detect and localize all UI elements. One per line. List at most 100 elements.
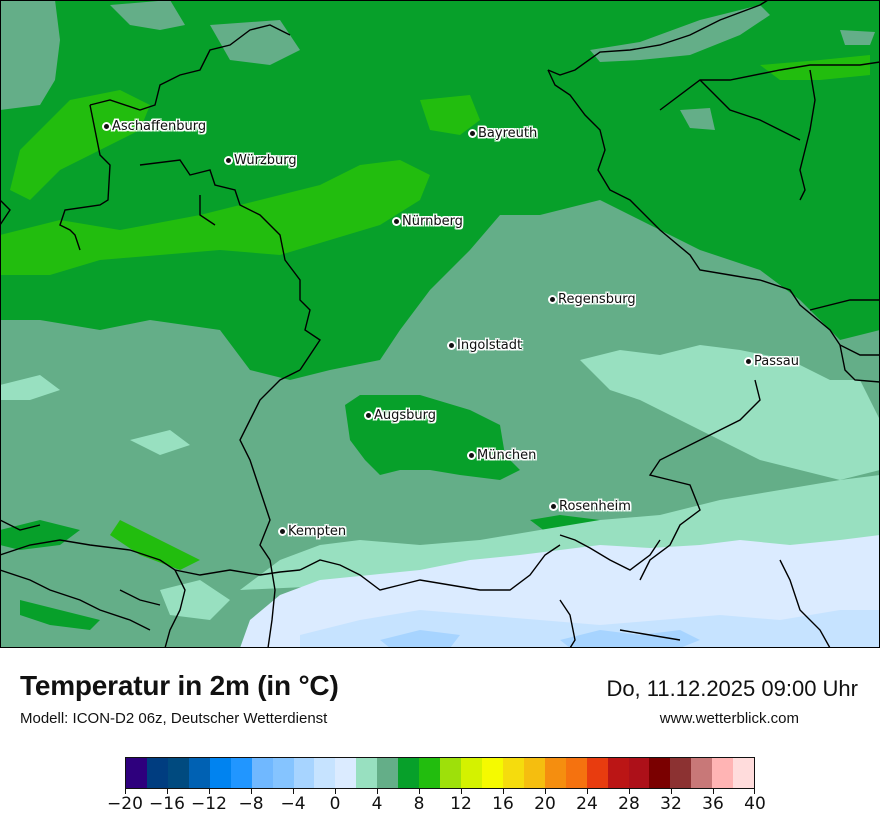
colorbar-segment xyxy=(251,758,273,788)
colorbar-tick-label: −20 xyxy=(107,794,143,814)
colorbar-tick-label: 4 xyxy=(371,794,383,814)
city-dot-icon xyxy=(104,124,109,129)
colorbar-segment xyxy=(440,758,461,788)
city-marker-ingolstadt: Ingolstadt xyxy=(449,338,522,353)
city-label: Passau xyxy=(754,354,799,369)
colorbar-segment xyxy=(481,758,503,788)
city-dot-icon xyxy=(226,158,231,163)
colorbar-tick xyxy=(754,789,755,794)
city-dot-icon xyxy=(280,529,285,534)
colorbar-segment xyxy=(691,758,713,788)
colorbar-tick-label: 20 xyxy=(534,794,556,814)
colorbar-tick-label: 40 xyxy=(744,794,766,814)
colorbar-segment xyxy=(607,758,629,788)
colorbar-segment xyxy=(544,758,566,788)
colorbar-tick-label: 32 xyxy=(660,794,682,814)
colorbar-tick-label: 28 xyxy=(618,794,640,814)
city-dot-icon xyxy=(469,453,474,458)
colorbar-segment xyxy=(146,758,168,788)
colorbar-tick-label: 36 xyxy=(702,794,724,814)
map-title: Temperatur in 2m (in °C) xyxy=(20,670,339,701)
city-label: Nürnberg xyxy=(402,214,463,229)
city-dot-icon xyxy=(470,131,475,136)
colorbar-tick-label: −16 xyxy=(149,794,185,814)
city-label: Augsburg xyxy=(374,408,437,423)
colorbar-ticks: −20 −16 −12 −8 −4 0 4 8 12 16 20 24 28 32 36 40 xyxy=(107,789,766,829)
city-dot-icon xyxy=(550,297,555,302)
colorbar-tick xyxy=(503,789,504,794)
city-dot-icon xyxy=(551,504,556,509)
temperature-colorbar xyxy=(125,757,755,789)
temperature-map: Aschaffenburg Würzburg Bayreuth Nürnberg… xyxy=(0,0,880,648)
city-dot-icon xyxy=(366,413,371,418)
city-label: Ingolstadt xyxy=(457,338,523,353)
colorbar-tick-label: 24 xyxy=(576,794,598,814)
colorbar-segment xyxy=(356,758,378,788)
city-marker-muenchen: München xyxy=(469,448,536,463)
colorbar-tick xyxy=(713,789,714,794)
colorbar-tick-label: −12 xyxy=(191,794,227,814)
colorbar-tick xyxy=(167,789,168,794)
city-dot-icon xyxy=(394,219,399,224)
city-marker-rosenheim: Rosenheim xyxy=(551,499,631,514)
colorbar-segment xyxy=(733,758,755,788)
colorbar-tick xyxy=(125,789,126,794)
colorbar-segment xyxy=(126,758,147,788)
colorbar-tick-label: 12 xyxy=(450,794,472,814)
forecast-datetime: Do, 11.12.2025 09:00 Uhr xyxy=(606,676,858,701)
city-label: Kempten xyxy=(288,524,347,539)
colorbar-segment xyxy=(398,758,420,788)
temperature-field xyxy=(0,0,880,648)
colorbar-segment xyxy=(523,758,545,788)
colorbar-segment xyxy=(502,758,524,788)
city-marker-augsburg: Augsburg xyxy=(366,408,436,423)
city-marker-regensburg: Regensburg xyxy=(550,292,636,307)
website-link[interactable]: www.wetterblick.com xyxy=(659,710,799,727)
city-marker-wuerzburg: Würzburg xyxy=(226,153,297,168)
colorbar-segment xyxy=(712,758,734,788)
colorbar-tick-label: 16 xyxy=(492,794,514,814)
colorbar-tick xyxy=(587,789,588,794)
colorbar-tick xyxy=(545,789,546,794)
colorbar-segment xyxy=(586,758,608,788)
colorbar-tick xyxy=(419,789,420,794)
colorbar-tick xyxy=(461,789,462,794)
colorbar-tick-label: 8 xyxy=(413,794,425,814)
colorbar-segment xyxy=(272,758,294,788)
colorbar-segment xyxy=(649,758,671,788)
city-dot-icon xyxy=(449,343,454,348)
colorbar-tick xyxy=(377,789,378,794)
city-label: Aschaffenburg xyxy=(112,119,207,134)
city-label: Würzburg xyxy=(234,153,297,168)
colorbar-segment xyxy=(461,758,482,788)
colorbar-tick xyxy=(293,789,294,794)
city-dot-icon xyxy=(746,359,751,364)
colorbar-tick-label: −4 xyxy=(280,794,306,814)
colorbar-segment xyxy=(419,758,441,788)
colorbar-segment xyxy=(167,758,189,788)
colorbar-segment xyxy=(314,758,336,788)
city-label: Bayreuth xyxy=(478,126,538,141)
colorbar-segment xyxy=(628,758,650,788)
colorbar-tick xyxy=(671,789,672,794)
city-marker-bayreuth: Bayreuth xyxy=(470,126,537,141)
city-marker-aschaffenburg: Aschaffenburg xyxy=(104,119,206,134)
colorbar-segment xyxy=(293,758,315,788)
colorbar-segment xyxy=(188,758,210,788)
city-marker-passau: Passau xyxy=(746,354,799,369)
colorbar-segment xyxy=(670,758,692,788)
city-label: Rosenheim xyxy=(559,499,631,514)
colorbar-tick-label: −8 xyxy=(238,794,264,814)
colorbar-segment xyxy=(377,758,399,788)
colorbar-tick xyxy=(251,789,252,794)
city-marker-nuernberg: Nürnberg xyxy=(394,214,463,229)
colorbar-tick xyxy=(629,789,630,794)
city-label: München xyxy=(477,448,537,463)
colorbar-segment xyxy=(335,758,357,788)
colorbar-tick-label: 0 xyxy=(329,794,341,814)
colorbar-segment xyxy=(230,758,252,788)
city-label: Regensburg xyxy=(558,292,636,307)
colorbar-tick xyxy=(209,789,210,794)
colorbar-tick xyxy=(335,789,336,794)
city-marker-kempten: Kempten xyxy=(280,524,346,539)
